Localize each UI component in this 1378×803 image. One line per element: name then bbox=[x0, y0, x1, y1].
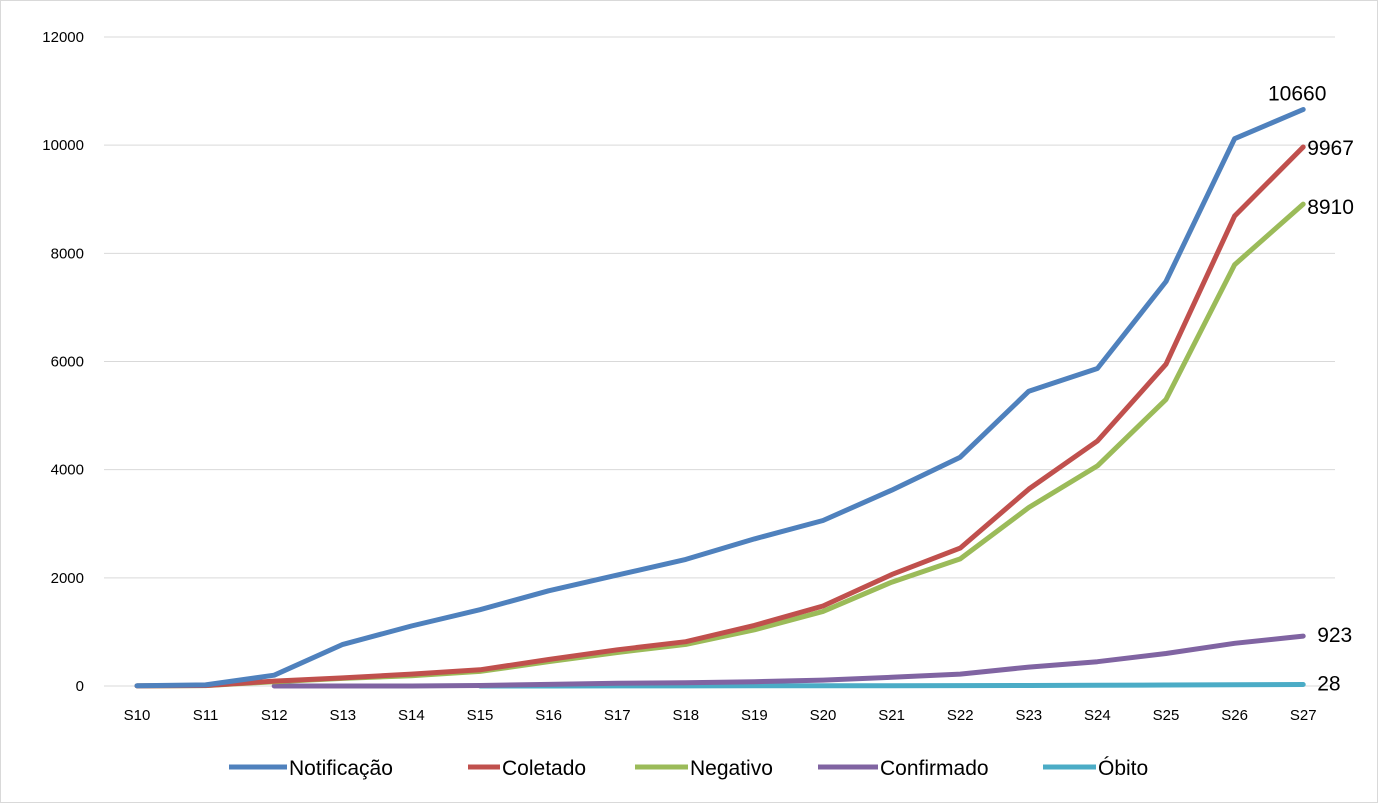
x-tick-label: S17 bbox=[604, 707, 631, 724]
x-tick-label: S27 bbox=[1290, 707, 1317, 724]
series-lines bbox=[134, 107, 1306, 689]
legend-item: Negativo bbox=[635, 757, 773, 780]
x-tick-label: S22 bbox=[947, 707, 974, 724]
x-tick-label: S20 bbox=[810, 707, 837, 724]
legend: Notificação Coletado Negativo Confirmado Óbi… bbox=[229, 757, 1148, 780]
gridlines bbox=[104, 36, 1335, 687]
y-tick-label: 2000 bbox=[51, 570, 84, 587]
legend-item: Óbito bbox=[1043, 757, 1148, 780]
series-line-Notificação bbox=[134, 107, 1306, 689]
x-tick-label: S23 bbox=[1015, 707, 1042, 724]
x-tick-label: S21 bbox=[878, 707, 905, 724]
y-tick-label: 12000 bbox=[42, 29, 84, 46]
end-label: 28 bbox=[1317, 672, 1340, 695]
y-tick-label: 0 bbox=[76, 678, 84, 695]
x-tick-label: S24 bbox=[1084, 707, 1111, 724]
legend-label: Coletado bbox=[502, 757, 586, 780]
x-tick-label: S11 bbox=[193, 707, 219, 724]
series-line-Confirmado bbox=[271, 633, 1306, 689]
legend-item: Confirmado bbox=[818, 757, 989, 780]
legend-label: Negativo bbox=[690, 757, 773, 780]
legend-label: Confirmado bbox=[880, 757, 989, 780]
series-line-Negativo bbox=[134, 201, 1306, 689]
y-tick-label: 8000 bbox=[51, 245, 84, 262]
end-label: 9967 bbox=[1307, 137, 1354, 160]
y-tick-label: 4000 bbox=[51, 462, 84, 479]
x-tick-label: S18 bbox=[672, 707, 699, 724]
x-tick-label: S13 bbox=[329, 707, 356, 724]
series-line-Óbito bbox=[477, 682, 1306, 689]
x-tick-label: S10 bbox=[124, 707, 151, 724]
end-label: 10660 bbox=[1268, 82, 1326, 105]
end-label: 923 bbox=[1317, 624, 1352, 647]
x-tick-label: S16 bbox=[535, 707, 562, 724]
end-label: 8910 bbox=[1307, 196, 1354, 219]
y-axis: 0 2000 4000 6000 8000 10000 12000 bbox=[42, 29, 84, 695]
x-tick-label: S25 bbox=[1153, 707, 1180, 724]
end-labels: 10660 9967 8910 923 28 bbox=[1268, 82, 1354, 695]
legend-item: Coletado bbox=[468, 757, 586, 780]
legend-label: Notificação bbox=[289, 757, 393, 780]
x-tick-label: S15 bbox=[467, 707, 494, 724]
x-tick-label: S26 bbox=[1221, 707, 1248, 724]
legend-label: Óbito bbox=[1098, 757, 1148, 780]
x-axis: S10 S11 S12 S13 S14 S15 S16 S17 S18 S19 S20 S21 S22 S… bbox=[124, 707, 1317, 724]
series-line-Coletado bbox=[134, 144, 1306, 689]
x-tick-label: S12 bbox=[261, 707, 288, 724]
x-tick-label: S19 bbox=[741, 707, 768, 724]
y-tick-label: 6000 bbox=[51, 354, 84, 371]
legend-item: Notificação bbox=[229, 757, 393, 780]
x-tick-label: S14 bbox=[398, 707, 425, 724]
y-tick-label: 10000 bbox=[42, 137, 84, 154]
